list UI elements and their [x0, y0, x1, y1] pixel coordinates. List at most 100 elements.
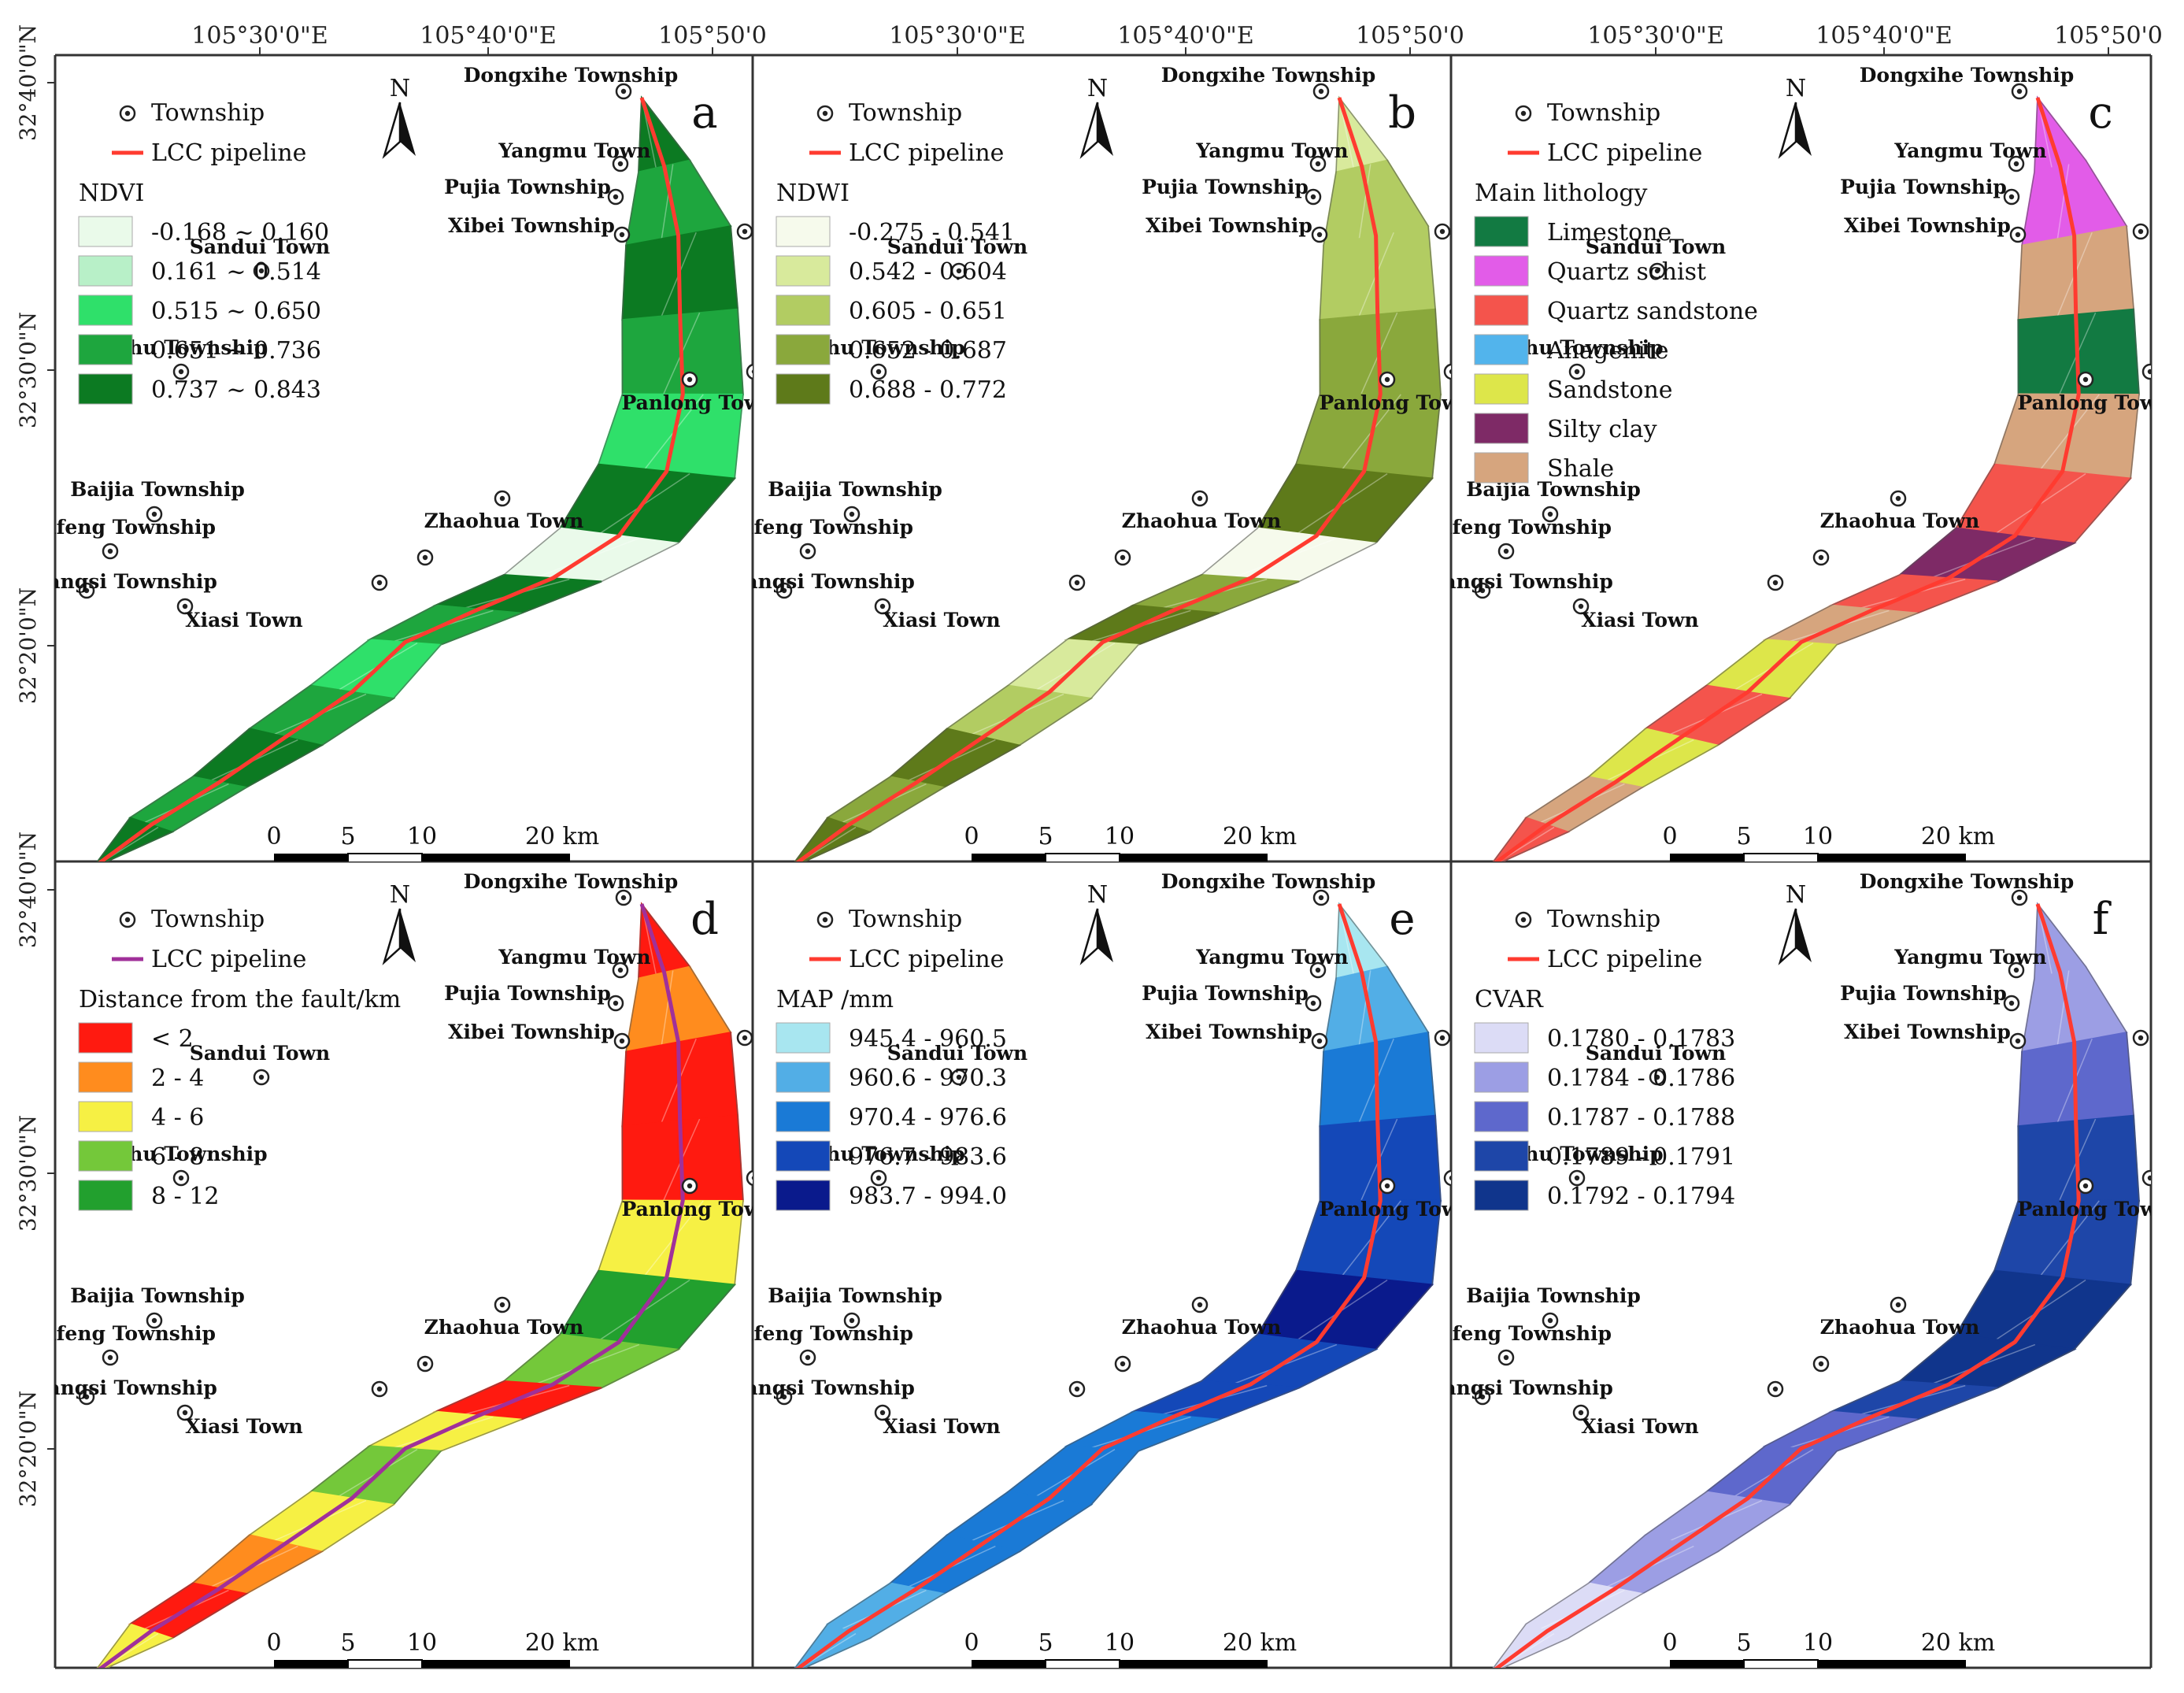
- map-body: Dongxihe Township Yangmu Town Pujia Townsh…: [19, 64, 762, 861]
- township-marker: [1890, 1296, 1907, 1313]
- legend-class-label: 4 - 6: [151, 1104, 204, 1132]
- lat-label: 32°20'0"N: [15, 1391, 41, 1507]
- township-marker: [874, 1404, 891, 1421]
- legend-class-label: < 2: [151, 1025, 194, 1053]
- township-marker-dot: [742, 1035, 748, 1041]
- township-marker-dot: [617, 161, 624, 167]
- township-label: Sandui Town: [1586, 235, 1726, 258]
- township-marker: [843, 1312, 861, 1329]
- scale-bar-label: 5: [1038, 1629, 1053, 1657]
- legend-pipeline-label: LCC pipeline: [151, 946, 306, 973]
- legend-township-label: Township: [849, 906, 962, 933]
- legend-class-label: 6 - 8: [151, 1143, 204, 1171]
- legend: Township LCC pipeline NDVI -0.168 ~ 0.160 0.…: [78, 99, 329, 405]
- scale-bar-label: 0: [964, 1629, 979, 1657]
- township-label: Baijia Township: [768, 1284, 942, 1307]
- legend-swatch: [1474, 452, 1529, 483]
- township-marker-dot: [151, 1317, 157, 1324]
- township-marker: [416, 1355, 434, 1373]
- township-marker: [371, 574, 388, 591]
- township-marker: [607, 188, 624, 206]
- map-body: Dongxihe Township Yangmu Town Pujia Townsh…: [55, 870, 762, 1668]
- subcatchment-line: [1358, 164, 1371, 239]
- township-label: Dongxihe Township: [464, 64, 679, 87]
- legend-swatch: [776, 1101, 831, 1132]
- township-marker: [1474, 1388, 1491, 1406]
- township-label: Panlong Tow: [1320, 391, 1460, 414]
- township-marker-dot: [613, 194, 619, 200]
- township-marker: [2077, 1177, 2094, 1195]
- township-label: Pujia Township: [444, 982, 611, 1005]
- lon-label: 105°40'0"E: [1816, 22, 1952, 50]
- township-marker-dot: [805, 548, 811, 554]
- township-label: Yangmu Town: [1195, 139, 1348, 162]
- township-marker-ring: [2141, 1169, 2151, 1187]
- township-marker-dot: [1439, 228, 1446, 235]
- township-marker-dot: [620, 895, 627, 901]
- township-marker: [78, 1388, 95, 1406]
- legend-swatch: [776, 255, 831, 287]
- township-marker: [176, 1404, 194, 1421]
- township-marker-dot: [1316, 232, 1323, 238]
- legend-class-label: 0.1792 - 0.1794: [1547, 1183, 1735, 1210]
- township-label: Shangsi Township: [19, 570, 217, 593]
- township-marker-dot: [687, 1183, 693, 1189]
- legend-class-label: -0.168 ~ 0.160: [151, 219, 329, 246]
- scale-bar-label: 5: [1736, 1629, 1751, 1657]
- township-label: Dongxihe Township: [1161, 870, 1376, 893]
- township-marker-dot: [499, 1302, 505, 1308]
- scale-bar-seg: [422, 1660, 570, 1668]
- legend-township-label: Township: [1547, 906, 1660, 933]
- map-panel-a: Dongxihe Township Yangmu Town Pujia Townsh…: [19, 64, 762, 861]
- township-marker-dot: [1818, 554, 1824, 561]
- township-marker-dot: [781, 1394, 787, 1400]
- legend-class-label: 0.605 - 0.651: [849, 298, 1007, 325]
- township-label: Panlong Tow: [2018, 1198, 2158, 1221]
- township-marker-dot: [2138, 228, 2144, 235]
- township-marker-dot: [879, 1410, 886, 1416]
- township-label: Xibei Township: [448, 1021, 615, 1043]
- legend-swatch: [776, 1022, 831, 1054]
- scale-bar-seg: [1818, 854, 1966, 861]
- scale-bar-label: 10: [1105, 823, 1135, 850]
- township-label: Shangsi Township: [716, 1376, 915, 1399]
- panel-letter: c: [2088, 87, 2112, 139]
- township-marker-dot: [742, 228, 748, 235]
- township-marker: [1305, 995, 1322, 1012]
- legend-class-label: 970.4 - 976.6: [849, 1104, 1007, 1132]
- scale-bar-label: 10: [1105, 1629, 1135, 1657]
- township-marker-dot: [619, 232, 625, 238]
- township-marker: [494, 1296, 511, 1313]
- township-label: Panlong Tow: [622, 1198, 762, 1221]
- scale-bar-label: 0: [266, 823, 281, 850]
- township-marker-dot: [182, 603, 188, 609]
- township-label: Panlong Tow: [622, 391, 762, 414]
- township-marker: [2132, 1029, 2149, 1047]
- legend-title: NDWI: [776, 180, 850, 207]
- township-marker-ring: [2141, 363, 2151, 380]
- township-marker-dot: [849, 1317, 855, 1324]
- township-marker: [2011, 83, 2028, 100]
- north-label: N: [1087, 75, 1108, 102]
- study-area-outline: [97, 95, 744, 861]
- township-marker-dot: [258, 268, 265, 274]
- township-label: Jianfeng Township: [1407, 516, 1612, 539]
- legend-township-label: Township: [1547, 99, 1660, 127]
- legend-class-label: 0.515 ~ 0.650: [151, 298, 321, 325]
- township-marker-dot: [258, 1074, 265, 1080]
- scale-bar-label: 20 km: [1921, 1629, 1995, 1657]
- subcatchment-line: [2056, 164, 2070, 239]
- legend-class-label: 0.737 ~ 0.843: [151, 376, 321, 404]
- legend-swatch: [78, 1101, 133, 1132]
- township-label: Pujia Township: [1142, 982, 1309, 1005]
- north-label: N: [390, 881, 410, 909]
- lcc-pipeline: [1494, 97, 2081, 861]
- township-marker-dot: [1654, 1074, 1660, 1080]
- township-marker: [1379, 1177, 1396, 1195]
- legend-pipeline-label: LCC pipeline: [151, 139, 306, 167]
- lon-label: 105°30'0"E: [191, 22, 328, 50]
- legend-township-icon-dot: [822, 917, 828, 923]
- township-marker: [776, 582, 793, 599]
- township-marker-dot: [619, 1038, 625, 1044]
